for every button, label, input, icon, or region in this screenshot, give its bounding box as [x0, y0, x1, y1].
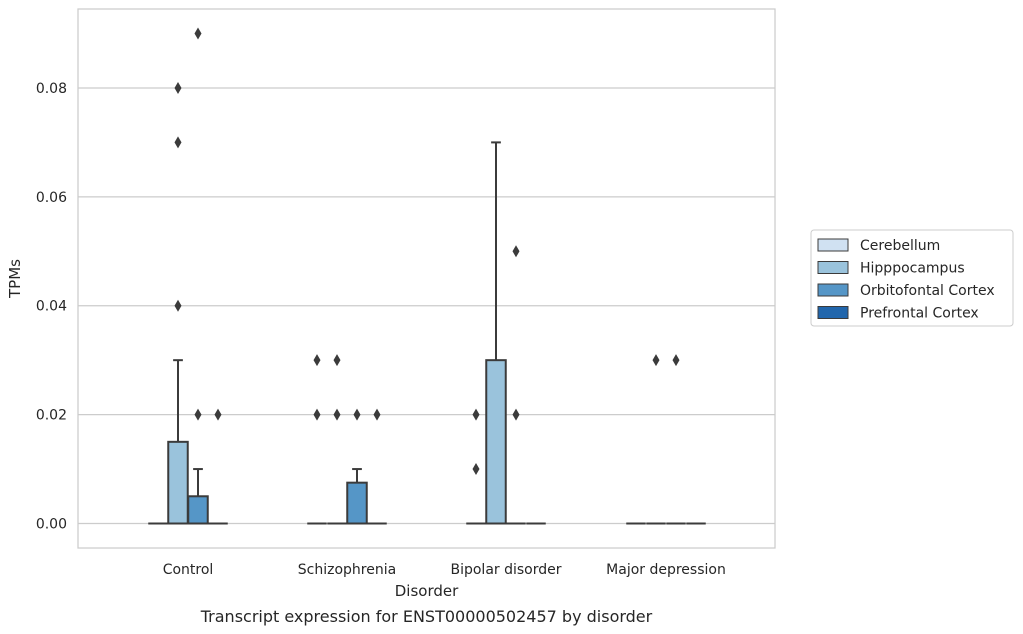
outlier-point	[194, 27, 202, 40]
x-tick-label: Bipolar disorder	[450, 562, 561, 578]
box-body	[167, 440, 189, 525]
legend-label: Orbitofontal Cortex	[860, 283, 995, 299]
y-tick-label: 0.00	[36, 517, 67, 533]
outlier-point	[174, 299, 182, 312]
box-hipppocampus	[485, 141, 507, 525]
x-axis-title: Disorder	[395, 582, 459, 600]
outlier-point	[214, 408, 222, 421]
legend: Cerebellum Hipppocampus Orbitofontal Corte…	[810, 229, 1014, 327]
y-tick-label: 0.02	[36, 408, 67, 424]
outlier-point	[373, 408, 381, 421]
box-body	[485, 359, 507, 525]
box-hipppocampus	[327, 354, 347, 525]
box-orbitofontal-cortex	[666, 354, 686, 525]
outlier-point	[652, 354, 660, 367]
outlier-point	[512, 245, 520, 258]
legend-label: Prefrontal Cortex	[860, 306, 979, 322]
outlier-point	[672, 354, 680, 367]
box-hipppocampus	[646, 354, 666, 525]
box-cerebellum	[307, 354, 327, 525]
x-tick-label: Control	[163, 562, 214, 578]
y-axis-title: TPMs	[6, 259, 24, 299]
x-axis-ticks: Control Schizophrenia Bipolar disorder Majo…	[163, 562, 726, 578]
y-tick-label: 0.08	[36, 81, 67, 97]
outlier-point	[472, 408, 480, 421]
box-prefrontal-cortex	[208, 408, 228, 525]
outlier-point	[353, 408, 361, 421]
legend-swatch	[817, 261, 849, 274]
legend-swatch	[817, 238, 849, 252]
legend-label: Cerebellum	[860, 238, 940, 254]
outlier-point	[313, 354, 321, 367]
box-orbitofontal-cortex	[506, 245, 526, 525]
outlier-point	[333, 408, 341, 421]
x-tick-label: Major depression	[606, 562, 726, 578]
outlier-point	[174, 136, 182, 149]
outlier-point	[333, 354, 341, 367]
legend-swatch	[817, 283, 849, 297]
box-orbitofontal-cortex	[346, 408, 368, 525]
outlier-point	[472, 463, 480, 476]
y-axis-ticks: 0.00 0.02 0.04 0.06 0.08	[36, 81, 67, 533]
x-tick-label: Schizophrenia	[298, 562, 396, 578]
chart-caption: Transcript expression for ENST0000050245…	[200, 607, 653, 626]
outlier-point	[194, 408, 202, 421]
y-tick-label: 0.06	[36, 190, 67, 206]
outlier-point	[313, 408, 321, 421]
box-hipppocampus	[167, 81, 189, 525]
y-tick-label: 0.04	[36, 299, 67, 315]
legend-swatch	[817, 306, 849, 319]
box-cerebellum	[466, 408, 486, 525]
legend-frame	[810, 229, 1014, 327]
outlier-point	[512, 408, 520, 421]
plot-frame	[77, 8, 776, 549]
legend-label: Hipppocampus	[860, 261, 965, 277]
box-orbitofontal-cortex	[187, 27, 209, 525]
outlier-point	[174, 81, 182, 94]
plot-data	[148, 27, 706, 525]
box-prefrontal-cortex	[367, 408, 387, 525]
box-body	[346, 481, 368, 525]
box-body	[187, 495, 209, 525]
